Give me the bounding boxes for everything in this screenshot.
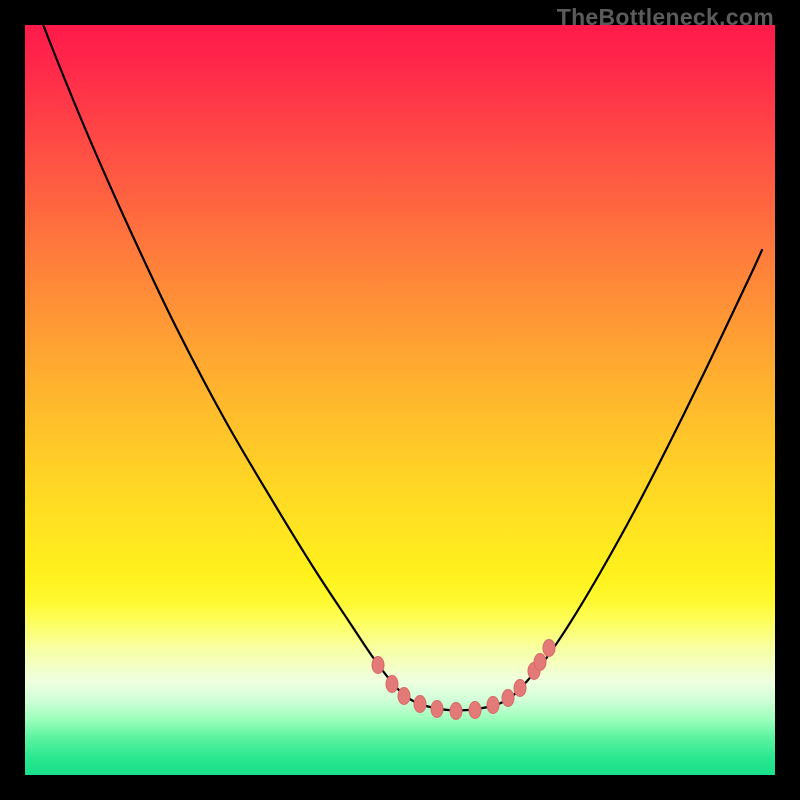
curve-marker [372,657,384,674]
curve-marker [414,696,426,713]
curve-marker [543,640,555,657]
curve-marker [514,680,526,697]
curve-marker [431,701,443,718]
chart-background [25,25,775,775]
curve-marker [386,676,398,693]
curve-marker [502,690,514,707]
curve-marker [487,697,499,714]
bottleneck-chart [25,25,775,775]
curve-marker [534,654,546,671]
curve-marker [398,688,410,705]
curve-marker [450,703,462,720]
watermark-text: TheBottleneck.com [557,4,774,31]
curve-marker [469,702,481,719]
